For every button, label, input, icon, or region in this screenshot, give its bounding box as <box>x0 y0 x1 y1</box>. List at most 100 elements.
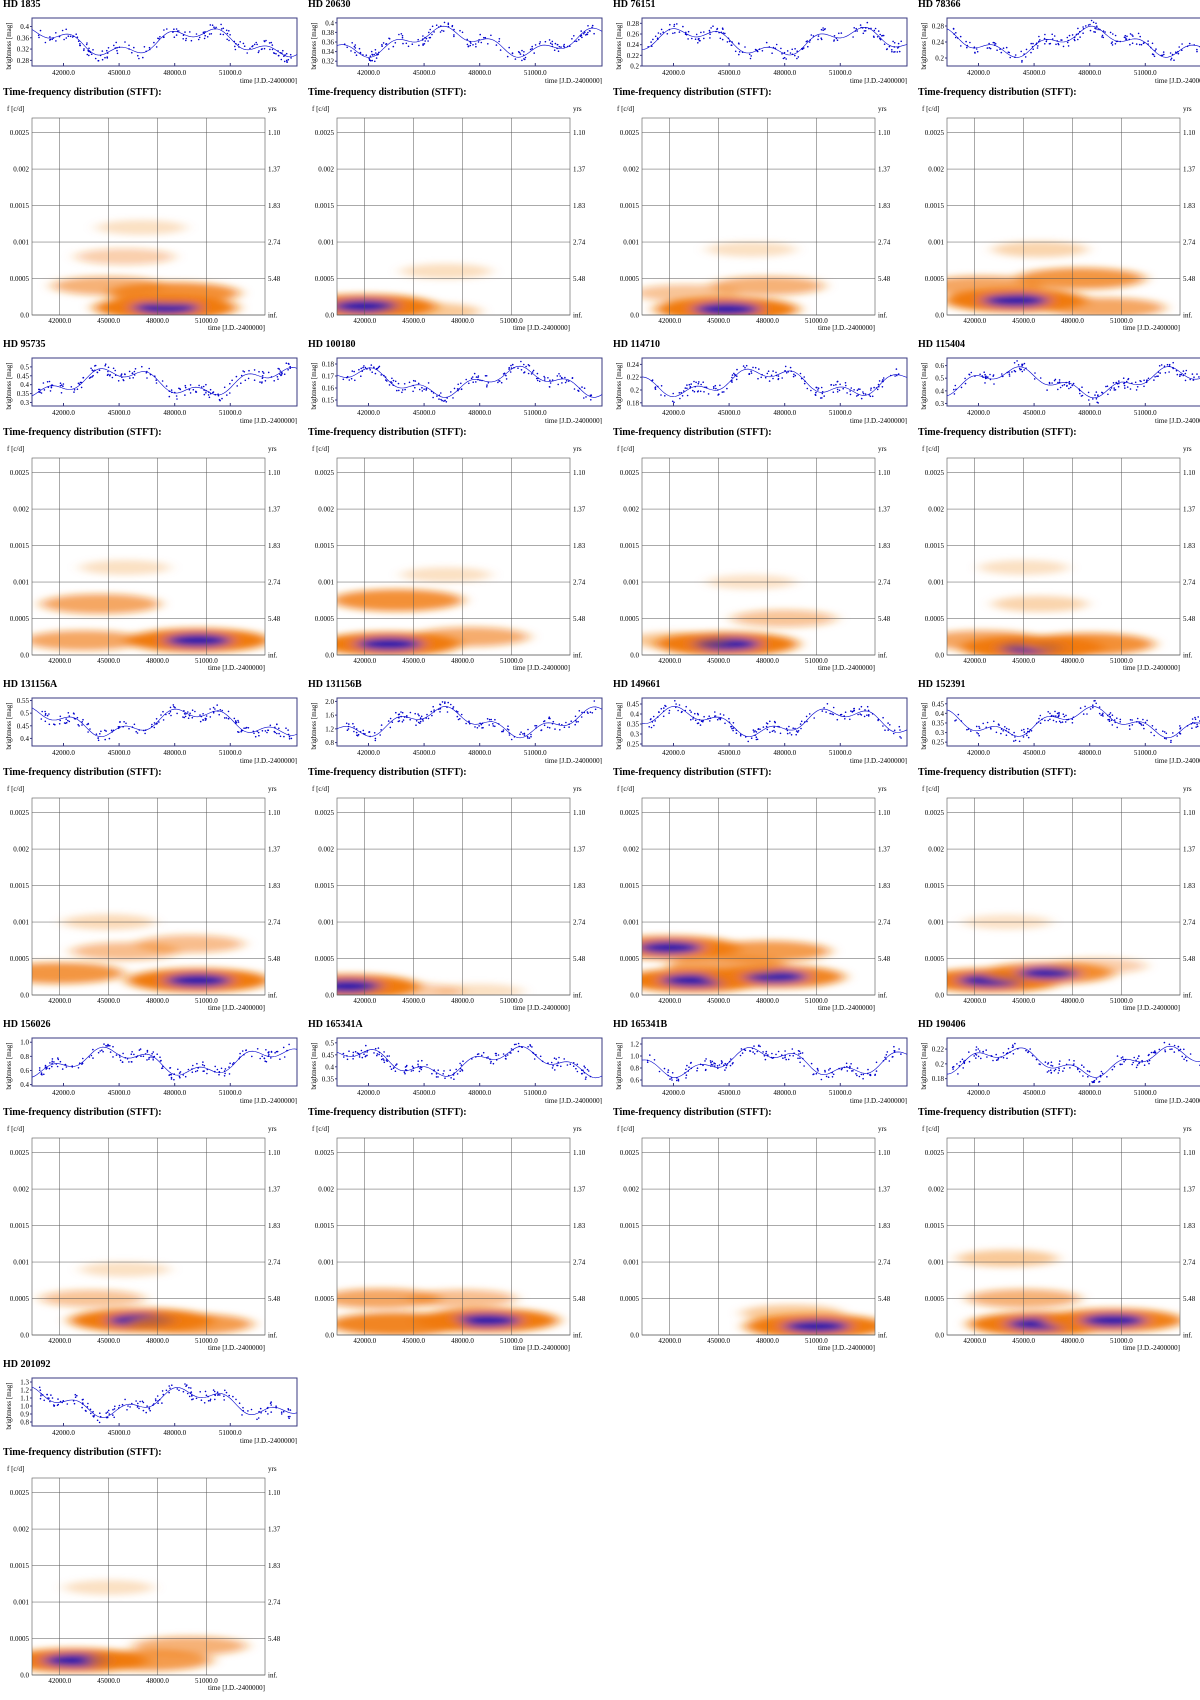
lc-data-point <box>874 1074 876 1076</box>
lc-data-point <box>992 1059 994 1062</box>
lc-data-point <box>43 1073 45 1076</box>
lc-data-point <box>202 31 205 34</box>
lc-data-point <box>453 387 456 390</box>
lc-data-point <box>397 713 400 716</box>
lc-data-point <box>735 378 738 381</box>
lc-data-point <box>1189 1053 1192 1055</box>
lc-data-point <box>758 48 761 50</box>
lc-data-point <box>139 1048 142 1050</box>
stft-period-tick-label: inf. <box>268 652 278 660</box>
stft-period-tick-label: 1.10 <box>573 1149 586 1157</box>
stft-energy-band <box>412 627 530 647</box>
lc-data-point <box>835 383 837 386</box>
lc-data-point <box>386 1055 389 1057</box>
lc-data-point <box>197 38 200 41</box>
lc-data-point <box>199 714 201 716</box>
lc-data-point <box>791 53 794 56</box>
stft-freq-tick-label: 0.0025 <box>925 469 945 477</box>
stft-freq-tick-label: 0.001 <box>928 919 944 927</box>
stft-freq-tick-label: 0.002 <box>318 846 334 854</box>
lc-data-point <box>1154 49 1156 52</box>
lc-data-point <box>202 719 204 721</box>
lc-data-point <box>1081 386 1083 388</box>
stft-period-axis-label: yrs <box>268 445 277 453</box>
lc-data-point <box>468 722 471 725</box>
lc-data-point <box>260 1412 262 1414</box>
lc-data-point <box>442 1073 444 1075</box>
lc-data-point <box>567 380 570 382</box>
lc-data-point <box>508 732 511 734</box>
lc-xtick-label: 48000.0 <box>1078 69 1101 77</box>
stft-freq-tick-label: 0.0005 <box>620 615 640 623</box>
lc-data-point <box>1087 391 1090 394</box>
lc-data-point <box>435 1073 438 1075</box>
lc-data-point <box>397 382 400 385</box>
lc-data-point <box>530 733 532 736</box>
star-title: HD 152391 <box>918 679 966 690</box>
lc-data-point <box>849 393 852 396</box>
lc-data-point <box>881 386 884 388</box>
lc-data-point <box>138 1407 140 1410</box>
lc-data-point <box>428 31 430 34</box>
lc-data-point <box>466 43 469 46</box>
lc-data-point <box>388 48 390 50</box>
stft-period-tick-label: 2.74 <box>1183 919 1196 927</box>
stft-time-tick-label: 42000.0 <box>48 997 71 1005</box>
lc-data-point <box>1039 39 1041 41</box>
lc-data-point <box>882 725 884 727</box>
stft-freq-tick-label: 0.0015 <box>10 1562 30 1570</box>
stft-freq-tick-label: 0.001 <box>928 579 944 587</box>
lc-data-point <box>1168 371 1170 373</box>
lc-data-point <box>660 385 663 387</box>
lc-data-point <box>455 710 458 712</box>
lc-data-point <box>589 711 592 713</box>
lc-data-point <box>796 731 799 733</box>
lc-data-point <box>477 378 479 381</box>
lc-data-point <box>531 48 533 50</box>
lc-data-point <box>784 1054 786 1057</box>
lc-data-point <box>1067 718 1070 721</box>
lc-data-point <box>226 38 228 41</box>
lc-data-point <box>155 718 158 720</box>
stft-frame <box>946 117 1181 316</box>
lc-data-point <box>820 1078 823 1081</box>
lc-data-point <box>80 386 83 389</box>
lc-data-point <box>1135 389 1138 391</box>
lc-data-point <box>870 387 872 389</box>
lc-data-point <box>565 721 567 724</box>
lc-data-point <box>62 383 65 385</box>
lc-data-point <box>440 25 442 27</box>
lc-data-point <box>817 38 819 41</box>
stft-freq-tick-label: 0.0005 <box>10 615 30 623</box>
lc-data-point <box>61 1068 64 1070</box>
lc-data-point <box>219 1394 221 1396</box>
lc-data-point <box>1177 1045 1180 1048</box>
lc-data-point <box>444 399 446 402</box>
lc-data-point <box>475 45 477 48</box>
stft-time-tick-label: 48000.0 <box>146 1677 169 1685</box>
stft-period-tick-label: 5.48 <box>268 275 281 283</box>
lc-data-point <box>1135 43 1138 45</box>
lc-data-point <box>1053 715 1055 717</box>
lc-data-point <box>374 49 377 51</box>
lc-data-point <box>146 1405 148 1407</box>
lc-data-point <box>866 21 869 24</box>
lc-data-point <box>874 27 877 30</box>
lc-data-point <box>112 367 115 370</box>
stft-freq-tick-label: 0.0005 <box>10 275 30 283</box>
lc-data-point <box>425 717 427 719</box>
lc-data-point <box>674 700 676 702</box>
lc-data-point <box>581 36 583 39</box>
lc-ytick-label: 0.45 <box>17 372 30 380</box>
lc-data-point <box>1105 385 1107 388</box>
lc-ytick-label: 0.18 <box>627 399 640 407</box>
lc-data-point <box>711 1060 714 1063</box>
lc-data-point <box>1196 48 1198 51</box>
lc-data-point <box>881 380 884 383</box>
lc-data-point <box>768 46 771 48</box>
lc-data-point <box>987 376 989 378</box>
lc-data-point <box>1055 715 1057 717</box>
lc-data-point <box>646 1059 649 1062</box>
lc-data-point <box>846 392 848 394</box>
